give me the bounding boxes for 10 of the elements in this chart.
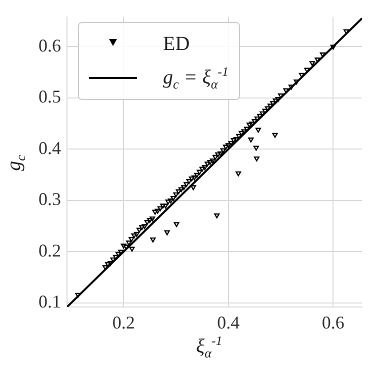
legend-label: ED	[163, 32, 190, 56]
y-tick-label: 0.6	[38, 35, 61, 56]
y-tick-label: 0.4	[38, 138, 61, 158]
x-tick-label: 0.4	[217, 312, 240, 333]
x-tick-label: 0.6	[322, 312, 344, 333]
x-tick-label: 0.2	[112, 312, 135, 333]
y-tick-label: 0.5	[38, 86, 61, 107]
y-tick-label: 0.2	[38, 240, 61, 260]
y-tick-label: 0.3	[38, 189, 61, 210]
y-tick-label: 0.1	[38, 292, 61, 312]
